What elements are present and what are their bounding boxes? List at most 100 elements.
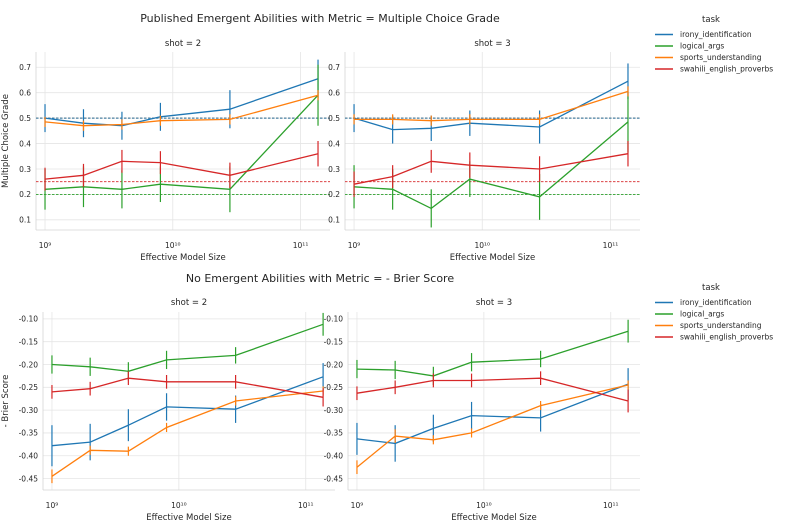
series-sports-understanding	[51, 386, 324, 484]
y-tick-label: 0.1	[328, 216, 340, 225]
y-tick-label: -0.10	[324, 315, 344, 324]
legend: task irony_identification logical_argsspor…	[655, 283, 773, 342]
legend-entry-logical-args: logical_args	[655, 310, 724, 319]
y-tick-label: -0.15	[324, 337, 344, 346]
series-logical-args	[356, 319, 629, 386]
panel-title: shot = 3	[476, 298, 512, 308]
x-axis-label: Effective Model Size	[140, 253, 225, 263]
y-tick-label: -0.30	[324, 406, 344, 415]
y-tick-label: -0.20	[324, 360, 344, 369]
y-tick-label: -0.45	[19, 474, 39, 483]
y-tick-label: -0.45	[324, 474, 344, 483]
series-irony-identification	[353, 63, 629, 144]
figure-title: No Emergent Abilities with Metric = - Br…	[186, 272, 454, 285]
figure-title: Published Emergent Abilities with Metric…	[140, 12, 500, 25]
legend-label: sports_understanding	[680, 321, 762, 330]
y-axis-label: Multiple Choice Grade	[1, 94, 11, 188]
y-tick-label: -0.40	[19, 452, 39, 461]
legend-entry-swahili-english-proverbs: swahili_english_proverbs	[655, 333, 773, 342]
y-tick-label: 0.6	[328, 88, 340, 97]
y-tick-label: 0.4	[328, 139, 340, 148]
x-tick-label: 10¹⁰	[474, 241, 490, 250]
panel-2: shot = 3 0.1 0.2 0.3 0.4 0.5 0.6 0.7 10⁹ 10¹⁰ 10¹¹…	[328, 39, 640, 263]
series-line	[356, 330, 629, 377]
x-axis-label: Effective Model Size	[451, 513, 536, 523]
panel-title: shot = 2	[171, 298, 207, 308]
y-tick-label: -0.35	[324, 429, 344, 438]
y-tick-label: 0.5	[19, 114, 31, 123]
x-tick-label: 10¹¹	[298, 501, 314, 510]
y-tick-label: 0.5	[328, 114, 340, 123]
series-swahili-english-proverbs	[51, 371, 324, 407]
legend-label: irony_identification	[680, 30, 752, 39]
series-sports-understanding	[44, 90, 319, 131]
y-tick-label: 0.6	[19, 88, 31, 97]
x-axis-label: Effective Model Size	[450, 253, 535, 263]
series-line	[354, 90, 629, 122]
series-line	[353, 80, 629, 131]
y-tick-label: 0.7	[19, 63, 31, 72]
x-tick-label: 10¹⁰	[476, 501, 492, 510]
figure-1: Published Emergent Abilities with Metric…	[1, 12, 773, 263]
series-swahili-english-proverbs	[44, 141, 319, 191]
y-axis-label: - Brier Score	[1, 375, 11, 428]
x-tick-label: 10⁹	[46, 501, 59, 510]
legend-label: irony_identification	[680, 298, 752, 307]
legend-entry-logical-args: logical_args	[655, 42, 724, 51]
series-line	[356, 383, 629, 445]
x-tick-label: 10⁹	[351, 501, 364, 510]
legend-label: swahili_english_proverbs	[680, 65, 773, 74]
series-line	[353, 153, 629, 185]
x-tick-label: 10¹⁰	[165, 241, 181, 250]
series-swahili-english-proverbs	[353, 141, 629, 197]
legend-label: sports_understanding	[680, 53, 762, 62]
y-tick-label: -0.15	[19, 337, 39, 346]
x-tick-label: 10⁹	[348, 241, 361, 250]
panel-1: shot = 2 -0.45 -0.40 -0.35 -0.30 -0.25 -0.20 -0…	[19, 298, 335, 523]
legend-entry-irony-identification: irony_identification	[655, 30, 752, 39]
y-tick-label: 0.4	[19, 139, 31, 148]
series-logical-args	[353, 91, 629, 228]
panel-title: shot = 2	[165, 39, 201, 49]
series-logical-args	[44, 64, 319, 213]
series-line	[353, 121, 629, 210]
x-tick-label: 10¹¹	[603, 501, 619, 510]
series-line	[44, 94, 319, 190]
series-line	[356, 377, 629, 402]
series-sports-understanding	[356, 380, 629, 475]
x-tick-label: 10⁹	[39, 241, 52, 250]
legend-label: logical_args	[680, 42, 724, 51]
y-tick-label: 0.2	[19, 190, 31, 199]
y-tick-label: -0.25	[19, 383, 39, 392]
x-tick-label: 10¹⁰	[171, 501, 187, 510]
y-tick-label: -0.25	[324, 383, 344, 392]
x-tick-label: 10¹¹	[293, 241, 309, 250]
legend-title: task	[702, 15, 720, 25]
series-swahili-english-proverbs	[356, 371, 629, 413]
series-line	[44, 78, 319, 127]
legend-label: swahili_english_proverbs	[680, 333, 773, 342]
y-tick-label: 0.3	[19, 165, 31, 174]
x-axis-label: Effective Model Size	[146, 513, 231, 523]
series-line	[44, 94, 319, 127]
series-line	[51, 376, 324, 447]
y-tick-label: -0.30	[19, 406, 39, 415]
legend-entry-sports-understanding: sports_understanding	[655, 321, 762, 330]
series-line	[51, 377, 324, 398]
y-tick-label: -0.10	[19, 315, 39, 324]
series-sports-understanding	[353, 86, 629, 126]
panel-1: shot = 2 0.1 0.2 0.3 0.4 0.5 0.6 0.7 10⁹ 10¹⁰ 10¹¹…	[19, 39, 330, 263]
series-irony-identification	[44, 59, 319, 140]
legend-entry-swahili-english-proverbs: swahili_english_proverbs	[655, 65, 773, 74]
series-line	[44, 153, 319, 180]
legend-title: task	[702, 283, 720, 293]
y-tick-label: 0.7	[328, 63, 340, 72]
series-line	[356, 384, 629, 468]
series-logical-args	[51, 312, 324, 381]
series-irony-identification	[356, 368, 629, 462]
y-tick-label: -0.40	[324, 452, 344, 461]
legend-label: logical_args	[680, 310, 724, 319]
panel-title: shot = 3	[474, 39, 510, 49]
y-tick-label: 0.2	[328, 190, 340, 199]
